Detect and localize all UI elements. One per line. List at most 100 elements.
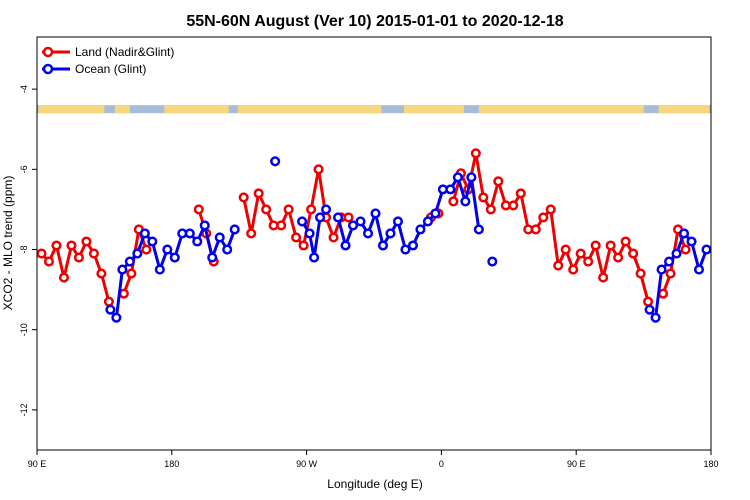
- series-1-point-22: [321, 204, 332, 215]
- legend-label-land: Land (Nadir&Glint): [75, 45, 174, 59]
- series-0-point-50: [568, 264, 579, 275]
- x-tick-label-4: 90 E: [567, 459, 586, 469]
- series-1-point-36: [430, 208, 441, 219]
- series-1-point-30: [385, 228, 396, 239]
- series-0-point-7: [88, 248, 99, 259]
- series-1-point-2: [117, 264, 128, 275]
- y-tick-label-3: -10: [19, 323, 29, 336]
- series-0-point-19: [253, 188, 264, 199]
- legend: Land (Nadir&Glint) Ocean (Glint): [42, 45, 174, 76]
- band-land-0: [38, 105, 105, 114]
- band-land-5: [478, 105, 644, 114]
- series-0-point-20: [261, 204, 272, 215]
- series-1-point-15: [214, 232, 225, 243]
- land-band: [37, 105, 711, 114]
- series-1-point-46: [664, 256, 675, 267]
- series-0-point-1: [43, 256, 55, 267]
- series-1: [105, 156, 712, 323]
- series-0-point-39: [485, 204, 496, 215]
- series-1-point-19: [304, 228, 315, 239]
- series-0-point-9: [103, 296, 114, 307]
- series-0-point-27: [313, 164, 324, 175]
- series-0-point-64: [680, 244, 691, 255]
- series-0-point-54: [598, 272, 609, 283]
- series-0-point-31: [343, 212, 354, 223]
- series-0-point-43: [515, 188, 526, 199]
- series-1-point-7: [154, 264, 165, 275]
- series-0-point-5: [73, 252, 84, 263]
- y-tick-label-2: -8: [19, 246, 29, 254]
- series-1-point-39: [452, 172, 463, 183]
- series-0-point-3: [58, 272, 70, 283]
- series-1-point-24: [340, 240, 351, 251]
- series-0-point-55: [605, 240, 616, 251]
- series-0-point-49: [560, 244, 571, 255]
- series-1-point-26: [355, 216, 366, 227]
- series-1-point-28: [370, 208, 381, 219]
- y-tick-label-1: -6: [19, 165, 29, 173]
- series-0-point-47: [545, 204, 556, 215]
- band-land-1: [114, 105, 130, 114]
- series-1-point-23: [333, 212, 344, 223]
- series-0-point-2: [51, 240, 62, 251]
- series-0-point-46: [538, 212, 549, 223]
- y-tick-label-0: -4: [19, 85, 29, 93]
- series-1-point-18: [297, 216, 308, 227]
- series-0-point-34: [448, 196, 459, 207]
- series-1-point-42: [473, 224, 484, 235]
- series-0-point-38: [478, 192, 489, 203]
- x-tick-label-3: 0: [439, 459, 444, 469]
- series-0-point-24: [291, 232, 302, 243]
- plot-frame: [36, 36, 712, 451]
- series-1-point-8: [162, 244, 173, 255]
- series-0-point-26: [306, 204, 317, 215]
- series-1-point-14: [207, 252, 218, 263]
- series-0-point-52: [583, 256, 594, 267]
- band-land-4: [403, 105, 464, 114]
- legend-label-ocean: Ocean (Glint): [75, 62, 146, 76]
- series-1-point-33: [407, 240, 418, 251]
- series-1-point-6: [147, 236, 158, 247]
- series-1-point-0: [105, 304, 116, 315]
- series-1-point-43: [644, 304, 655, 315]
- series-0-point-48: [553, 260, 564, 271]
- band-land-3: [237, 105, 382, 114]
- series-0-point-22: [276, 220, 287, 231]
- series-0-point-11: [126, 268, 137, 279]
- series-1-point-1: [111, 312, 122, 323]
- series-0-point-25: [298, 240, 309, 251]
- series-0-point-62: [665, 268, 676, 279]
- series-0-point-51: [575, 248, 586, 259]
- series-1-point-45: [656, 264, 667, 275]
- series-0-point-4: [66, 240, 77, 251]
- series-0-point-57: [620, 236, 631, 247]
- series-1-line-3: [648, 231, 708, 320]
- series-1-point-31: [392, 216, 404, 227]
- series-1-point-51: [701, 244, 712, 255]
- y-tick-label-4: -12: [19, 403, 29, 416]
- series-1-point-29: [377, 240, 389, 251]
- series-1-point-41: [466, 172, 477, 183]
- series-0-point-13: [141, 244, 152, 255]
- series-0-point-40: [493, 176, 504, 187]
- series-0-point-17: [238, 192, 249, 203]
- series-1-point-12: [192, 236, 203, 247]
- x-tick-label-1: 180: [164, 459, 179, 469]
- series-0-point-37: [470, 148, 481, 159]
- series-0-point-0: [36, 248, 47, 259]
- series-0-point-23: [283, 204, 294, 215]
- x-tick-label-0: 90 E: [28, 459, 47, 469]
- series-0-point-6: [81, 236, 92, 247]
- series-1-point-4: [132, 248, 143, 259]
- series-1-point-53: [487, 256, 498, 267]
- series-0-point-58: [628, 248, 639, 259]
- legend-marker-ocean: [42, 63, 54, 75]
- series-1-point-35: [422, 216, 433, 227]
- series-1-point-40: [460, 196, 471, 207]
- x-tick-label-5: 180: [703, 459, 718, 469]
- band-land-6: [658, 105, 710, 114]
- series-1-point-52: [270, 156, 281, 167]
- y-axis-ticks: -4 -6 -8 -10 -12: [19, 85, 37, 416]
- series-layer: [36, 148, 712, 323]
